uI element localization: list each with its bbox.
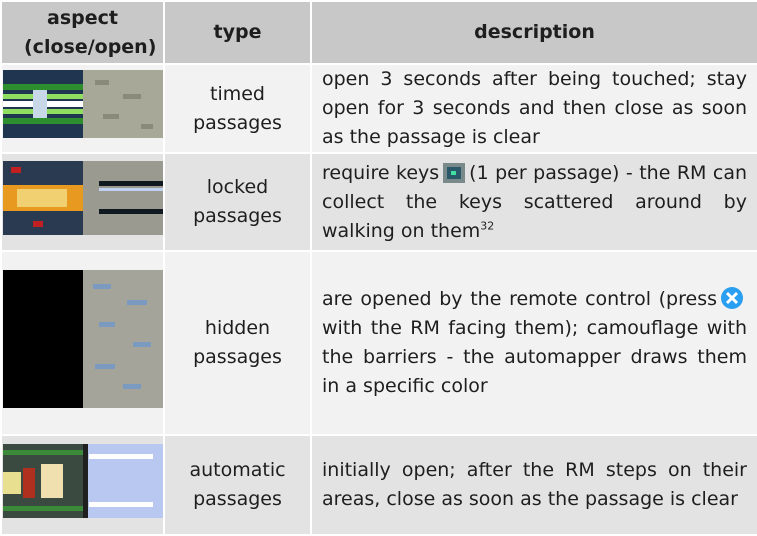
header-row: aspect (close/open) type description — [0, 0, 757, 65]
description-cell: open 3 seconds after being touched; stay… — [310, 63, 757, 154]
header-cell: type — [163, 0, 312, 65]
locked-passage-image — [2, 160, 163, 235]
type-cell: hidden passages — [163, 250, 312, 436]
aspect-cell — [0, 250, 165, 436]
type-cell: timed passages — [163, 63, 312, 154]
row: automatic passages initially open; after… — [0, 434, 757, 536]
hidden-passage-image — [2, 269, 163, 408]
row: hidden passages are opened by the remote… — [0, 250, 757, 436]
description-cell: require keys (1 per passage) - the RM can… — [310, 152, 757, 252]
automatic-passage-image — [2, 443, 163, 518]
description: require keys — [322, 161, 440, 184]
aspect-cell — [0, 152, 165, 252]
description: with the RM facing them); camouflage wit… — [322, 317, 747, 397]
row: locked passages require keys (1 per passa… — [0, 152, 757, 252]
timed-passage-image — [2, 70, 163, 138]
header-cell: description — [310, 0, 757, 65]
description: (1 per passage) - the RM can collect the… — [322, 161, 748, 242]
footnote: 32 — [480, 219, 495, 233]
description-cell: are opened by the remote control (press w… — [310, 250, 757, 436]
aspect-cell — [0, 63, 165, 154]
type-cell: automatic passages — [163, 434, 312, 536]
aspect-cell — [0, 434, 165, 536]
header-cell: aspect (close/open) — [0, 0, 165, 65]
row: timed passages open 3 seconds after bein… — [0, 63, 757, 154]
type-cell: locked passages — [163, 152, 312, 252]
cross-button-icon — [721, 287, 743, 309]
key-icon — [443, 162, 466, 183]
description: initially open; after the RM steps on th… — [322, 459, 747, 510]
description: are opened by the remote control (press — [322, 288, 717, 310]
description: open 3 seconds after being touched; stay… — [322, 68, 747, 148]
description-cell: initially open; after the RM steps on th… — [310, 434, 757, 536]
